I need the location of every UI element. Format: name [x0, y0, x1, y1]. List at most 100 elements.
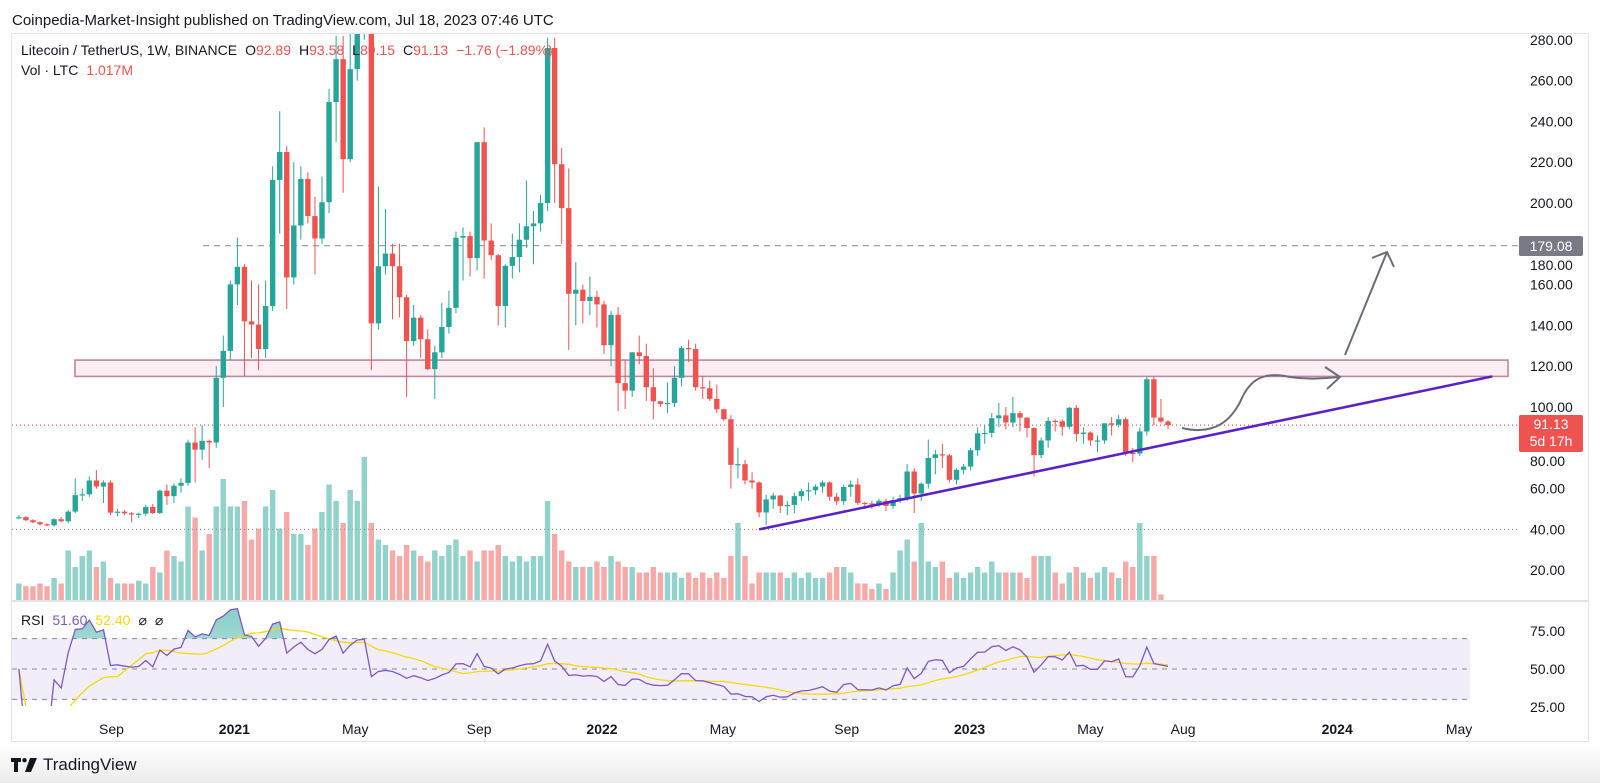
ascending-trendline[interactable]: [758, 375, 1493, 531]
chart-frame[interactable]: [11, 33, 1589, 742]
candle: [439, 302, 445, 359]
volume-bar: [650, 567, 657, 600]
candle-body: [107, 482, 114, 513]
volume-bar: [925, 561, 931, 600]
candle-body: [1137, 431, 1143, 454]
volume-bar: [728, 556, 734, 600]
price-tick-label: 40.00: [1530, 521, 1565, 537]
volume-bar: [44, 586, 50, 600]
tradingview-brand: TradingView: [43, 755, 137, 774]
candle-body: [269, 179, 276, 307]
candle: [537, 194, 544, 232]
candle-body: [1031, 428, 1037, 456]
volume-bar: [685, 572, 692, 600]
volume-bar: [897, 550, 903, 600]
low-label: L: [352, 42, 360, 58]
candle-body: [960, 466, 967, 470]
price-tick-label: 200.00: [1530, 195, 1573, 211]
rsi-label[interactable]: RSI: [21, 612, 45, 628]
time-tick-label: 2022: [586, 721, 617, 737]
candle: [23, 516, 29, 522]
volume-bar: [530, 556, 537, 600]
price-lines: [12, 245, 1520, 531]
candle: [488, 223, 494, 261]
volume-bar: [439, 556, 445, 600]
drawings[interactable]: [758, 250, 1493, 531]
candle-body: [580, 289, 586, 301]
time-tick-label: Sep: [99, 721, 124, 737]
time-axis[interactable]: Sep 2021 May Sep 2022 May Sep 2023 May Aug 2024 May: [99, 721, 1472, 737]
volume-bar: [1158, 594, 1164, 600]
rsi-line: [18, 607, 1169, 706]
candle-body: [312, 216, 318, 239]
projection-target-arrow[interactable]: [1344, 251, 1388, 356]
candle-body: [530, 223, 537, 227]
volume-bar: [150, 567, 156, 600]
candle-body: [1094, 440, 1101, 442]
candle: [396, 243, 403, 318]
candle: [925, 439, 931, 489]
candle: [1101, 423, 1108, 444]
candle: [657, 400, 664, 407]
candle: [601, 300, 607, 354]
candle: [580, 284, 586, 324]
volume-label[interactable]: Vol · LTC: [21, 62, 79, 78]
volume-bar: [1031, 556, 1037, 600]
volume-bar: [269, 490, 276, 600]
candle-body: [121, 511, 128, 514]
candle-body: [622, 383, 628, 391]
candle: [93, 470, 100, 489]
volume-bar: [481, 550, 487, 600]
candle-body: [164, 490, 170, 497]
low-value: 89.15: [359, 42, 396, 58]
resistance-zone[interactable]: [74, 359, 1509, 378]
candle: [805, 482, 812, 501]
price-tick-label: 240.00: [1530, 113, 1573, 129]
volume-bar: [855, 583, 861, 600]
candle: [1066, 407, 1072, 430]
volume-bar: [566, 561, 572, 600]
volume-bar: [340, 523, 346, 600]
candle-body: [44, 524, 50, 526]
candle: [714, 384, 720, 414]
volume-bar: [622, 567, 628, 600]
candle: [530, 211, 537, 265]
rsi-pane: [12, 607, 1470, 706]
price-axis[interactable]: 280.00 260.00 240.00 220.00 200.00 180.00 160.…: [1530, 32, 1573, 715]
price-tick-label: 220.00: [1530, 154, 1573, 170]
empty-value-icon: ⌀: [154, 612, 164, 628]
candle: [495, 254, 501, 326]
candle-body: [1108, 423, 1115, 425]
candle-body: [1059, 421, 1065, 427]
candle: [269, 166, 276, 312]
volume-bar: [862, 583, 868, 600]
candle-body: [375, 266, 382, 324]
volume-bar: [16, 583, 22, 600]
volume-bar: [213, 506, 219, 600]
candle: [1123, 417, 1129, 456]
candle: [375, 186, 382, 330]
empty-value-icon: ⌀: [138, 612, 147, 628]
projection-curve-arrow[interactable]: [1181, 374, 1341, 432]
candle: [1158, 398, 1164, 424]
candle: [262, 280, 269, 359]
volume-bar: [700, 572, 706, 600]
candle-body: [1130, 452, 1136, 455]
candle-body: [798, 491, 805, 497]
candle-body: [509, 257, 516, 266]
candle: [157, 489, 163, 515]
volume-bar: [65, 550, 71, 600]
symbol-title[interactable]: Litecoin / TetherUS, 1W, BINANCE: [21, 42, 238, 58]
tradingview-logo[interactable]: TradingView: [11, 755, 137, 775]
candle: [1094, 435, 1101, 452]
candle: [284, 145, 290, 310]
candle: [594, 290, 600, 328]
volume-bar: [826, 572, 833, 600]
candle-body: [714, 398, 720, 410]
candle-body: [418, 317, 424, 340]
volume-bar: [474, 561, 480, 600]
candle: [446, 290, 452, 334]
volume-bar: [996, 572, 1002, 600]
volume-bar: [425, 561, 431, 600]
